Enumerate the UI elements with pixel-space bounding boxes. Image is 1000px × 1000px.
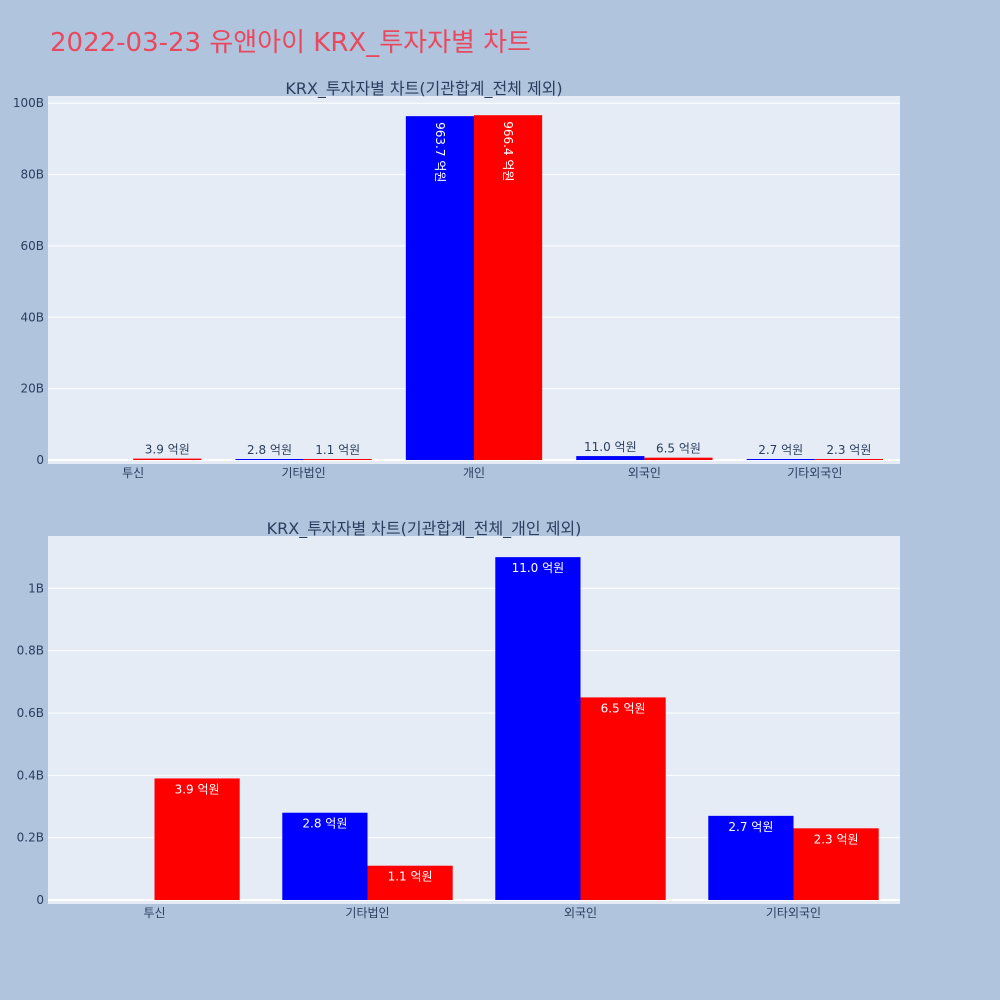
- bar-data-label: 6.5 억원: [656, 442, 701, 456]
- bar: [793, 828, 879, 900]
- y-tick-label: 20B: [20, 382, 44, 396]
- bar: [235, 459, 304, 460]
- bar: [495, 557, 581, 900]
- chart-1: 0 20B 40B 60B 80B 100B KRX_투자자별 차트(기관합계_전체 제외)…: [13, 79, 900, 480]
- x-tick-label: 투신: [122, 466, 144, 480]
- bar: [282, 812, 368, 900]
- y-tick-label: 0.2B: [17, 831, 44, 845]
- bar: [154, 778, 240, 900]
- bar: [708, 815, 794, 900]
- y-tick-label: 0.8B: [17, 644, 44, 658]
- x-tick-label: 외국인: [564, 906, 597, 920]
- y-tick-label: 1B: [28, 581, 44, 595]
- y-tick-label: 100B: [13, 96, 44, 110]
- bar-data-label: 11.0 억원: [512, 561, 565, 575]
- chart-2: 0 0.2B 0.4B 0.6B 0.8B 1B KRX_투자자별 차트(기관합계_전체_개…: [17, 519, 900, 920]
- bar-data-label: 966.4 억원: [501, 121, 515, 181]
- bar: [746, 459, 815, 460]
- x-tick-label: 기타외국인: [787, 466, 842, 480]
- bar: [474, 115, 543, 460]
- bar-data-label: 1.1 억원: [388, 870, 433, 884]
- bar-data-label: 6.5 억원: [601, 701, 646, 715]
- bar-data-label: 3.9 억원: [175, 782, 220, 796]
- bar-data-label: 2.7 억원: [758, 443, 803, 457]
- bar-data-label: 2.3 억원: [826, 443, 871, 457]
- bar: [814, 459, 883, 460]
- chart-subtitle: KRX_투자자별 차트(기관합계_전체 제외): [285, 79, 562, 99]
- x-tick-label: 기타외국인: [766, 906, 821, 920]
- chart-subtitle: KRX_투자자별 차트(기관합계_전체_개인 제외): [267, 519, 582, 539]
- x-tick-label: 투신: [143, 906, 165, 920]
- bar-data-label: 1.1 억원: [315, 443, 360, 457]
- y-tick-label: 40B: [20, 310, 44, 324]
- bar-data-label: 2.3 억원: [814, 832, 859, 846]
- y-tick-label: 0: [36, 453, 44, 467]
- x-tick-label: 기타법인: [345, 906, 389, 920]
- x-tick-label: 외국인: [628, 466, 661, 480]
- y-tick-label: 0.6B: [17, 706, 44, 720]
- bar-data-label: 2.8 억원: [247, 443, 292, 457]
- bar: [405, 116, 474, 460]
- bar-data-label: 963.7 억원: [433, 122, 447, 182]
- bar: [367, 865, 453, 900]
- bar: [576, 456, 645, 460]
- y-tick-label: 80B: [20, 168, 44, 182]
- x-tick-label: 기타법인: [282, 466, 326, 480]
- bar: [303, 459, 372, 460]
- x-tick-label: 개인: [463, 466, 485, 480]
- bar: [644, 457, 713, 460]
- bar: [133, 458, 202, 460]
- bar-data-label: 2.8 억원: [302, 817, 347, 831]
- bar-data-label: 11.0 억원: [584, 440, 637, 454]
- bar-data-label: 3.9 억원: [145, 443, 190, 457]
- bar-data-label: 2.7 억원: [728, 820, 773, 834]
- y-tick-label: 60B: [20, 239, 44, 253]
- page-title: 2022-03-23 유앤아이 KRX_투자자별 차트: [50, 28, 532, 58]
- y-tick-label: 0.4B: [17, 768, 44, 782]
- y-tick-label: 0: [36, 893, 44, 907]
- bar: [580, 697, 666, 900]
